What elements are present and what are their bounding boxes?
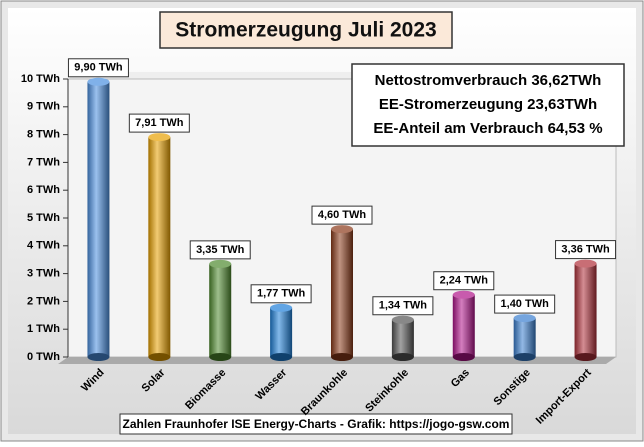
footer: Zahlen Fraunhofer ISE Energy-Charts - Gr… xyxy=(123,417,510,431)
bar-base xyxy=(209,353,232,361)
value-label-box xyxy=(433,271,495,291)
bar-base xyxy=(148,353,171,361)
value-label: 9,90 TWh xyxy=(74,62,123,74)
value-label: 1,77 TWh xyxy=(257,288,306,300)
chart-title: Stromerzeugung Juli 2023 xyxy=(175,19,436,42)
value-label-box xyxy=(555,240,617,260)
value-label: 1,34 TWh xyxy=(379,300,428,312)
bar-base xyxy=(270,353,293,361)
bar-cap xyxy=(574,259,597,268)
bar-cap xyxy=(209,259,232,268)
y-tick-label: 1 TWh xyxy=(27,323,60,335)
title-box xyxy=(159,11,453,49)
info-line: Nettostromverbrauch 36,62TWh xyxy=(375,72,602,89)
value-label: 4,60 TWh xyxy=(318,209,367,221)
bar-base xyxy=(513,353,536,361)
bar xyxy=(574,263,597,357)
bar xyxy=(331,229,353,357)
value-label: 7,91 TWh xyxy=(135,117,184,129)
value-label-box xyxy=(372,296,434,316)
y-tick-label: 5 TWh xyxy=(27,212,60,224)
bar-cap xyxy=(452,290,475,299)
y-tick-label: 2 TWh xyxy=(27,295,60,307)
footer-box xyxy=(119,413,513,435)
value-label: 2,24 TWh xyxy=(440,275,489,287)
y-tick-label: 8 TWh xyxy=(27,129,60,141)
bar xyxy=(513,318,536,357)
y-tick-label: 9 TWh xyxy=(27,101,60,113)
value-label-box xyxy=(128,113,190,133)
value-label: 1,40 TWh xyxy=(501,298,550,310)
y-tick-label: 0 TWh xyxy=(27,351,60,363)
value-label-box xyxy=(250,284,312,304)
value-label: 3,36 TWh xyxy=(561,243,610,255)
bar-cap xyxy=(148,133,171,142)
info-box xyxy=(351,63,625,147)
bar-cap xyxy=(391,315,414,324)
value-label-box xyxy=(311,205,373,225)
value-label-box xyxy=(189,240,251,260)
y-tick-label: 3 TWh xyxy=(27,268,60,280)
value-label-box xyxy=(494,294,556,314)
value-label: 3,35 TWh xyxy=(196,244,245,256)
y-tick-label: 10 TWh xyxy=(21,73,60,85)
bar xyxy=(148,137,171,357)
info-line: EE-Stromerzeugung 23,63TWh xyxy=(379,96,597,113)
bar-base xyxy=(452,353,475,361)
info-line: EE-Anteil am Verbrauch 64,53 % xyxy=(373,120,602,137)
bar-cap xyxy=(513,314,536,323)
bar-cap xyxy=(87,77,110,86)
bar-base xyxy=(87,353,110,361)
bar-cap xyxy=(270,303,293,312)
y-tick-label: 6 TWh xyxy=(27,184,60,196)
bar xyxy=(87,81,110,357)
bar xyxy=(209,263,232,357)
bar xyxy=(270,307,293,357)
bar-base xyxy=(331,353,353,361)
bar xyxy=(452,294,475,357)
bar xyxy=(391,319,414,357)
value-label-box xyxy=(67,58,129,78)
bar-cap xyxy=(331,225,353,234)
y-tick-label: 7 TWh xyxy=(27,156,60,168)
bar-base xyxy=(391,353,414,361)
y-tick-label: 4 TWh xyxy=(27,240,60,252)
bar-base xyxy=(574,353,597,361)
